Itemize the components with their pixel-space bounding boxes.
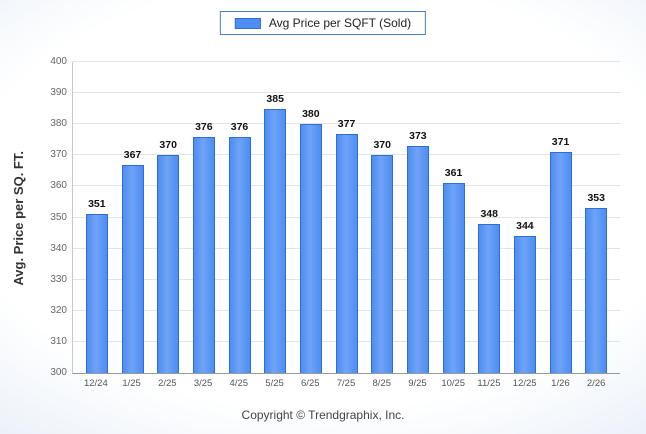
y-tick-label: 360 (50, 180, 67, 192)
legend-swatch-icon (234, 17, 261, 29)
x-tick-label: 1/25 (122, 378, 141, 389)
bar-slot: 344 (507, 62, 543, 373)
bar-value-label: 377 (337, 117, 356, 130)
bar-slot: 376 (186, 62, 222, 373)
bar-slot: 351 (79, 62, 115, 373)
bar-value-label: 351 (88, 198, 106, 211)
bar (85, 214, 108, 373)
y-tick-label: 340 (50, 242, 67, 254)
bar-slot: 370 (150, 62, 186, 373)
bar (299, 124, 322, 373)
bar (335, 133, 358, 373)
bar-slot: 367 (115, 62, 151, 373)
y-axis-title: Avg. Price per SQ. FT. (8, 62, 28, 374)
bar-slot: 348 (471, 62, 507, 373)
bar (406, 145, 429, 373)
x-tick-label: 8/25 (372, 378, 391, 389)
gridline (73, 92, 620, 94)
bar-slot: 377 (329, 62, 365, 373)
bar-slot: 373 (400, 62, 436, 373)
x-tick-label: 5/25 (265, 378, 284, 389)
bar (513, 236, 536, 373)
bar-value-label: 353 (587, 192, 605, 205)
x-tick-label: 4/25 (229, 378, 249, 389)
bar-slot: 370 (364, 62, 400, 373)
bar-value-label: 380 (302, 108, 320, 121)
bar (585, 208, 608, 373)
x-tick-label: 12/25 (512, 378, 537, 389)
y-tick-label: 350 (50, 211, 67, 223)
bar-slot: 353 (578, 62, 614, 373)
y-tick-label: 370 (50, 149, 67, 161)
gridline (73, 123, 620, 125)
bar-value-label: 348 (480, 207, 498, 220)
bar-value-label: 376 (195, 120, 213, 133)
bar-slot: 376 (222, 62, 258, 373)
bar-value-label: 371 (551, 136, 570, 149)
x-tick-label: 2/25 (158, 378, 177, 389)
x-tick-label: 3/25 (193, 378, 213, 389)
y-tick-label: 390 (50, 87, 67, 99)
plot-area: 300 310 320 330 340 350 360 370 380 390 400 351 367… (50, 56, 620, 378)
bar (549, 152, 572, 373)
bars-layer: 351 367 370 376 376 385 380 377 370 373 361 348 344 3… (73, 62, 620, 373)
bar-value-label: 344 (516, 220, 534, 233)
x-tick-label: 11/25 (477, 378, 501, 389)
x-tick-label: 1/26 (551, 378, 570, 389)
x-tick-label: 6/25 (301, 378, 320, 389)
gridline (73, 61, 620, 62)
bar-value-label: 361 (444, 167, 463, 180)
bar (442, 183, 465, 373)
x-tick-label: 2/26 (586, 378, 606, 389)
x-tick-label: 7/25 (336, 378, 356, 389)
bar-value-label: 373 (409, 129, 427, 142)
bar-value-label: 370 (373, 139, 391, 152)
bar-value-label: 385 (266, 92, 284, 105)
bar-slot: 380 (293, 62, 329, 373)
legend: Avg Price per SQFT (Sold) (219, 11, 427, 35)
bar-value-label: 367 (123, 148, 142, 161)
bar (478, 223, 501, 373)
bar-value-label: 370 (159, 139, 177, 152)
x-tick-label: 12/24 (83, 378, 108, 389)
x-tick-label: 9/25 (408, 378, 427, 389)
x-axis-labels: 12/24 1/25 2/25 3/25 4/25 5/25 6/25 7/25 8/25 9/2… (72, 378, 620, 389)
x-tick-label: 10/25 (441, 378, 466, 389)
bar-slot: 385 (257, 62, 293, 373)
y-tick-label: 310 (50, 335, 67, 347)
legend-label: Avg Price per SQFT (Sold) (268, 16, 412, 30)
bar (121, 164, 144, 373)
y-tick-label: 320 (50, 304, 67, 316)
bar (264, 108, 287, 373)
y-axis-title-text: Avg. Price per SQ. FT. (10, 150, 26, 286)
bar-value-label: 376 (230, 120, 249, 133)
bar-slot: 371 (543, 62, 579, 373)
bar (371, 155, 394, 373)
copyright-text: Copyright © Trendgraphix, Inc. (241, 408, 405, 422)
y-tick-label: 400 (50, 56, 67, 67)
bar (157, 155, 180, 373)
bar-slot: 361 (436, 62, 472, 373)
y-tick-label: 300 (50, 367, 67, 378)
y-tick-label: 330 (50, 273, 67, 285)
bar (228, 136, 251, 373)
y-tick-label: 380 (50, 118, 67, 130)
bar (192, 136, 215, 373)
